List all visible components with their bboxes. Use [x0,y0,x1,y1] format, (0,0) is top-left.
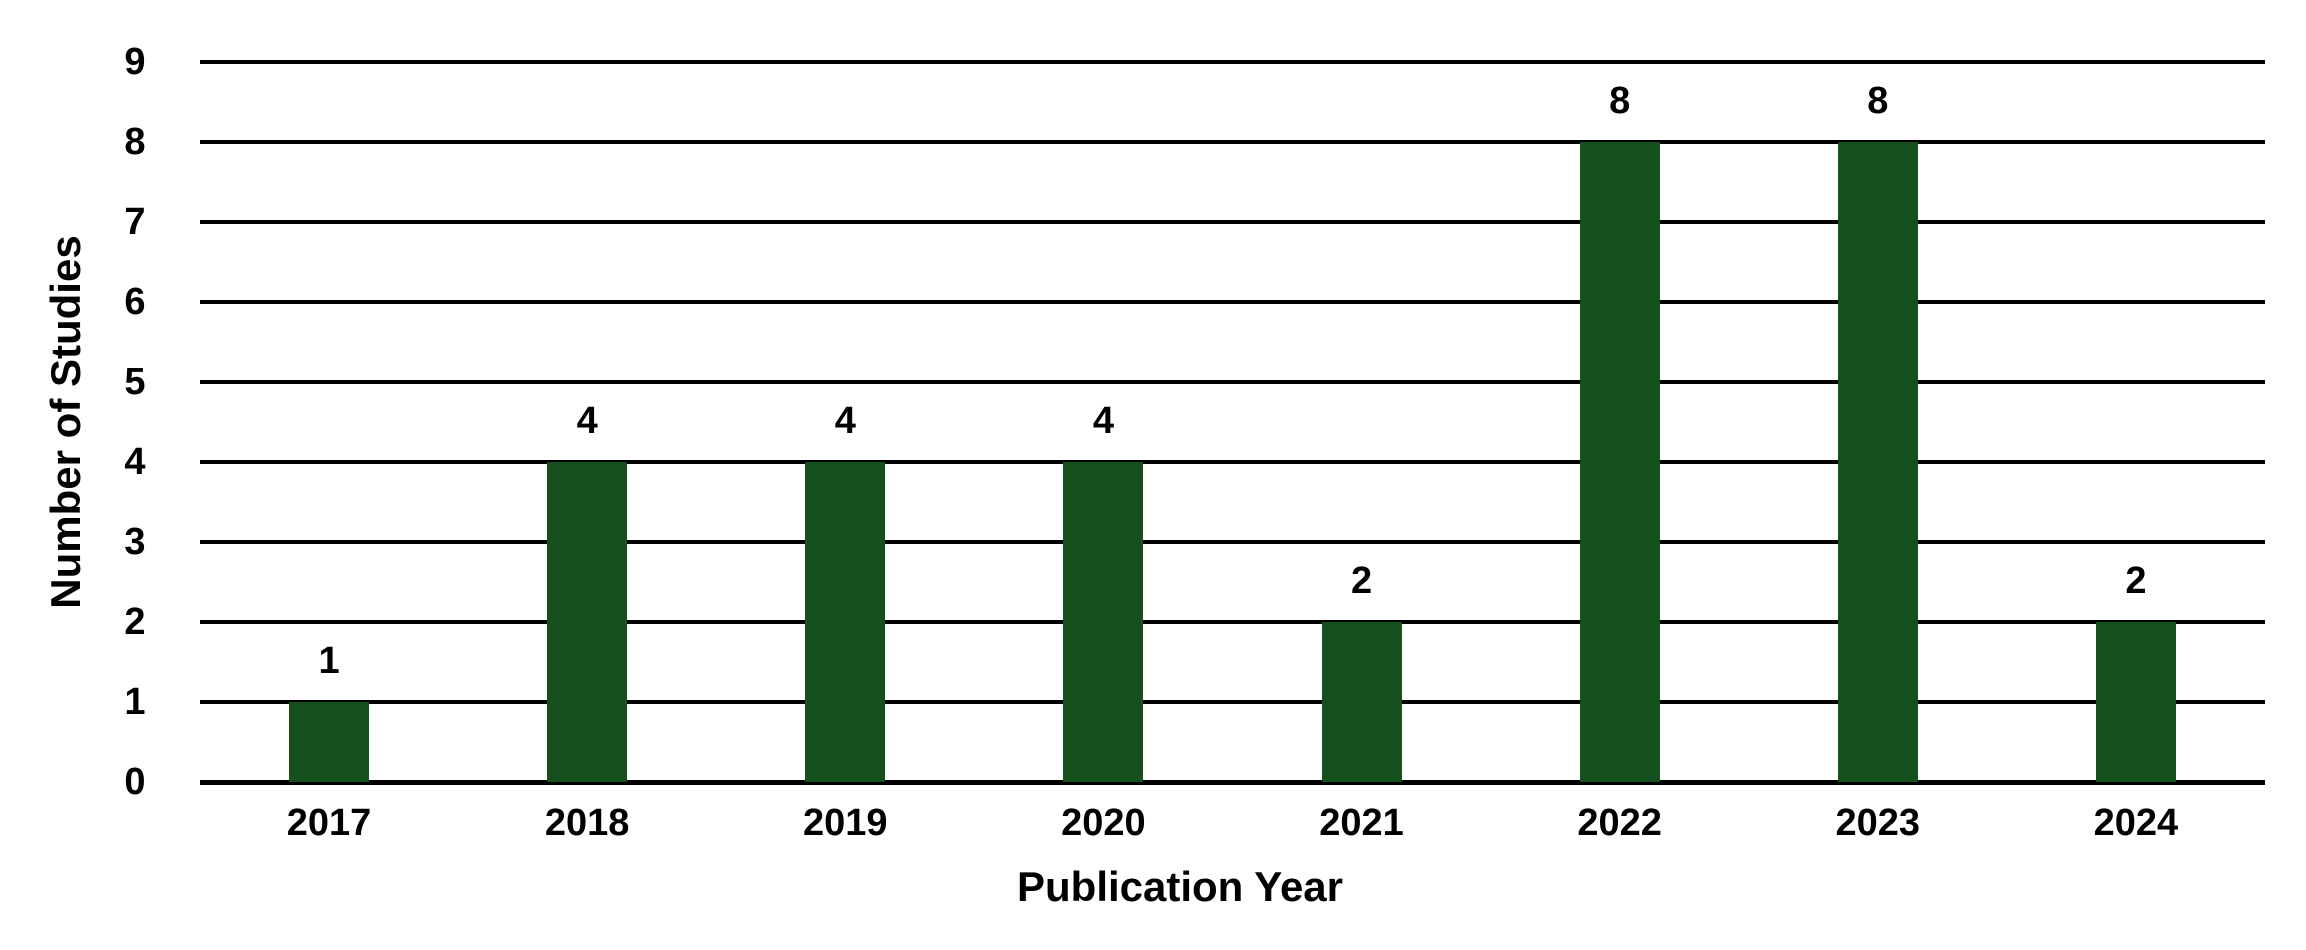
y-tick-label: 2 [124,601,146,643]
y-tick-label: 3 [124,521,146,563]
bar-2019 [805,462,886,782]
bar-value-label: 2 [2125,560,2147,602]
y-tick-label: 6 [124,281,146,323]
gridline [200,700,2265,704]
bar-value-label: 2 [1350,560,1373,602]
x-axis-baseline [200,779,2265,785]
bar-2020 [1063,462,1144,782]
y-tick-label: 4 [124,441,146,483]
y-tick-label: 1 [124,681,146,723]
bar-value-label: 4 [576,400,598,442]
bar-2024 [2095,622,2176,782]
gridline [200,540,2265,544]
y-tick-label: 8 [124,121,146,163]
gridline [200,60,2265,64]
bar-2022 [1579,142,1660,782]
x-tick-label: 2022 [1577,802,1662,844]
gridline [200,300,2265,304]
y-tick-label: 9 [124,41,146,83]
bar-2021 [1321,622,1402,782]
x-tick-label: 2023 [1835,802,1921,844]
y-tick-label: 7 [124,201,146,243]
y-axis-title: Number of Studies [42,235,89,609]
bar-value-label: 8 [1867,80,1889,122]
gridline [200,220,2265,224]
bar-2018 [547,462,628,782]
gridline [200,140,2265,144]
x-tick-label: 2019 [803,802,888,844]
bar-2017 [289,702,370,782]
y-tick-label: 0 [124,761,146,803]
x-tick-label: 2021 [1319,802,1404,844]
x-axis-title: Publication Year [1016,863,1344,910]
bar-value-label: 4 [1092,400,1114,442]
x-tick-label: 2018 [544,802,630,844]
bar-value-label: 8 [1609,80,1631,122]
bar-2023 [1837,142,1918,782]
bar-value-label: 4 [834,400,856,442]
gridline [200,380,2265,384]
x-tick-label: 2024 [2093,802,2179,844]
x-tick-label: 2017 [286,802,372,844]
y-tick-label: 5 [124,361,146,403]
gridline [200,620,2265,624]
x-tick-label: 2020 [1061,802,1146,844]
gridline [200,460,2265,464]
bar-value-label: 1 [318,640,340,682]
